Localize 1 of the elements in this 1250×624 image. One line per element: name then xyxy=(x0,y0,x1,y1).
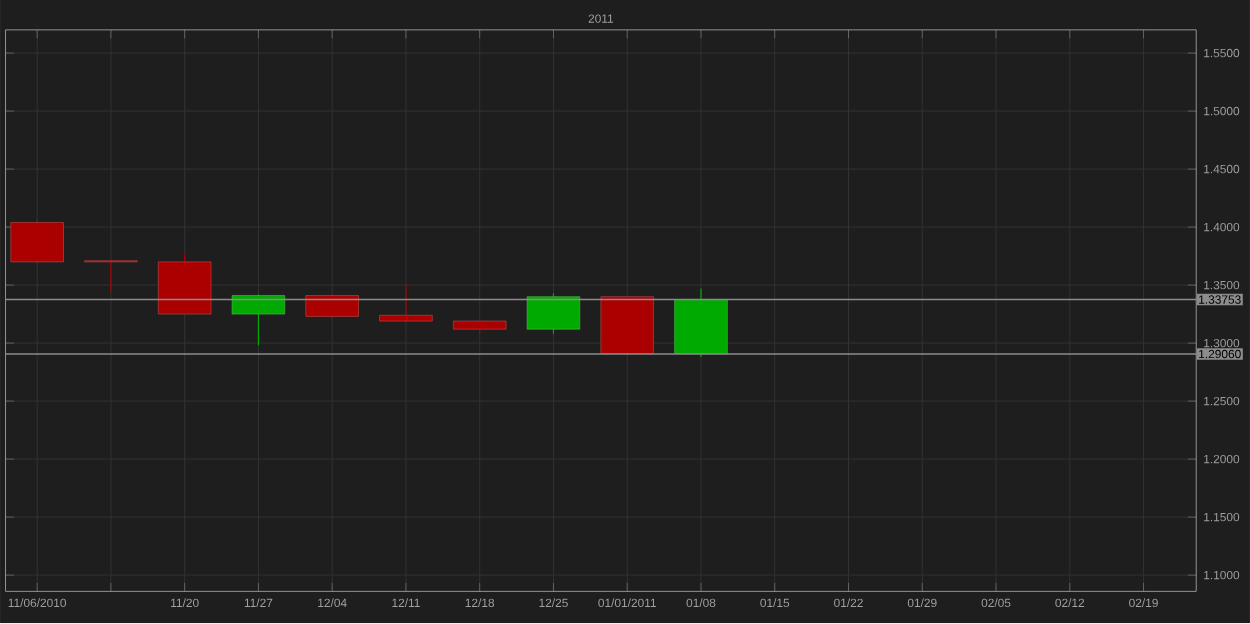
candlestick xyxy=(84,259,138,294)
